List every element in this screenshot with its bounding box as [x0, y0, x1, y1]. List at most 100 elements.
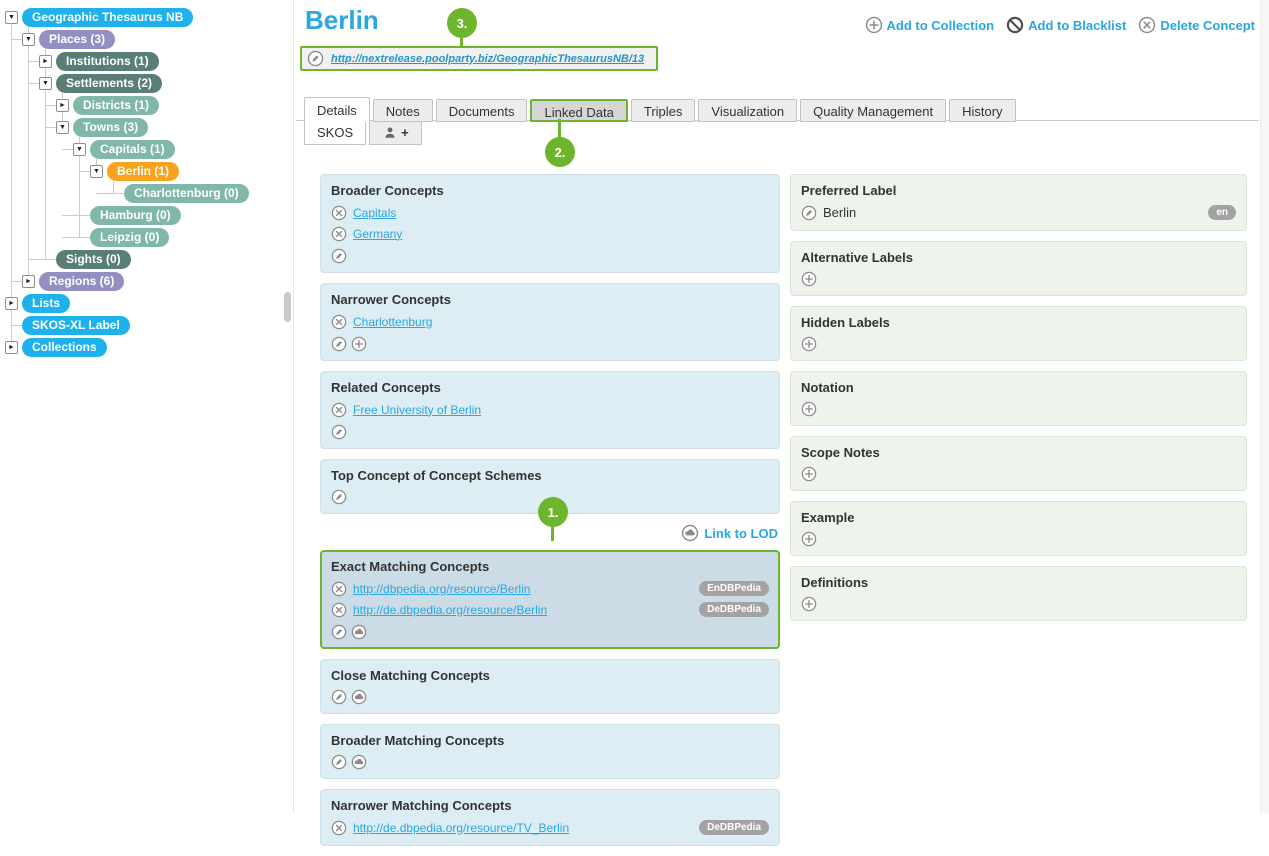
remove-x-icon[interactable] [331, 402, 347, 418]
tree-node-places-3[interactable]: Places (3) [39, 30, 116, 49]
concept-link[interactable]: http://de.dbpedia.org/resource/Berlin [353, 602, 548, 617]
remove-x-icon[interactable] [331, 820, 347, 836]
collapse-arrow-icon[interactable]: ▼ [90, 165, 103, 178]
tree-node-capitals-1[interactable]: Capitals (1) [90, 140, 175, 159]
lod-cloud-icon[interactable] [351, 624, 367, 640]
delete-concept-button[interactable]: Delete Concept [1138, 16, 1255, 34]
add-plus-icon[interactable] [801, 336, 817, 352]
box-title: Definitions [801, 575, 869, 590]
concept-uri-link[interactable]: http://nextrelease.poolparty.biz/Geograp… [331, 52, 645, 65]
box-title: Broader Concepts [331, 183, 444, 198]
tab-details[interactable]: Details [304, 97, 370, 122]
add-to-blacklist-button[interactable]: Add to Blacklist [1006, 16, 1126, 34]
tree-node-collections[interactable]: Collections [22, 338, 107, 357]
edit-pencil-icon[interactable] [331, 624, 347, 640]
add-plus-icon[interactable] [801, 531, 817, 547]
expand-arrow-icon[interactable]: ► [56, 99, 69, 112]
tree-row: Sights (0) [0, 250, 293, 269]
concept-link-row: Free University of Berlin [331, 399, 769, 420]
remove-x-icon[interactable] [331, 602, 347, 618]
add-to-collection-button[interactable]: Add to Collection [865, 16, 994, 34]
edit-pencil-icon[interactable] [331, 248, 347, 264]
edit-pencil-icon[interactable] [331, 689, 347, 705]
lod-cloud-icon[interactable] [351, 689, 367, 705]
tree-row: SKOS-XL Label [0, 316, 293, 335]
source-badge: DeDBPedia [699, 820, 769, 835]
box-title: Broader Matching Concepts [331, 733, 505, 748]
concept-link[interactable]: http://dbpedia.org/resource/Berlin [353, 581, 531, 596]
tab-visualization[interactable]: Visualization [698, 99, 798, 122]
edit-pencil-icon[interactable] [331, 489, 347, 505]
add-plus-icon[interactable] [351, 336, 367, 352]
add-plus-icon[interactable] [801, 401, 817, 417]
concept-link[interactable]: Charlottenburg [353, 314, 433, 329]
edit-pencil-icon[interactable] [331, 754, 347, 770]
concept-link[interactable]: Free University of Berlin [353, 402, 482, 417]
label-value: Berlin [823, 205, 857, 220]
tab-skos[interactable]: SKOS [304, 121, 367, 145]
add-plus-icon[interactable] [801, 596, 817, 612]
remove-x-icon[interactable] [331, 205, 347, 221]
expand-arrow-icon[interactable]: ► [5, 341, 18, 354]
add-plus-icon[interactable] [801, 271, 817, 287]
collapse-arrow-icon[interactable]: ▼ [22, 33, 35, 46]
tree-node-berlin-1[interactable]: Berlin (1) [107, 162, 180, 181]
tree-node-districts-1[interactable]: Districts (1) [73, 96, 160, 115]
remove-x-icon[interactable] [331, 314, 347, 330]
box-toolbar [801, 334, 1236, 353]
tree-node-towns-3[interactable]: Towns (3) [73, 118, 149, 137]
edit-pencil-icon[interactable] [801, 205, 817, 221]
expand-arrow-icon[interactable]: ► [39, 55, 52, 68]
tree-row: ▼ Geographic Thesaurus NB [0, 8, 293, 27]
tree-connector-line [28, 27, 29, 282]
tree-node-institutions-1[interactable]: Institutions (1) [56, 52, 159, 71]
tree-connector-line [11, 17, 12, 348]
tree-node-skos-xl-label[interactable]: SKOS-XL Label [22, 316, 130, 335]
tree-node-settlements-2[interactable]: Settlements (2) [56, 74, 163, 93]
tab-documents[interactable]: Documents [435, 99, 528, 122]
edit-pencil-icon[interactable] [331, 336, 347, 352]
concept-link[interactable]: Capitals [353, 205, 397, 220]
tab-linked-data[interactable]: Linked Data [530, 99, 628, 122]
annotation-stem [551, 524, 554, 541]
tree-row: Leipzig (0) [0, 228, 293, 247]
link-to-lod-button[interactable]: Link to LOD [320, 524, 778, 542]
add-plus-icon[interactable] [801, 466, 817, 482]
concept-link-row: http://dbpedia.org/resource/Berlin EnDBPe… [331, 578, 769, 599]
tree-node-lists[interactable]: Lists [22, 294, 71, 313]
box-hidden-labels: Hidden Labels [790, 306, 1247, 361]
add-schema-plus-label: + [401, 124, 409, 140]
action-label: Delete Concept [1160, 17, 1255, 33]
tree-row: ► Regions (6) [0, 272, 293, 291]
collapse-arrow-icon[interactable]: ▼ [73, 143, 86, 156]
tree-connector-line [79, 137, 80, 238]
tree-node-sights-0[interactable]: Sights (0) [56, 250, 131, 269]
tab-triples[interactable]: Triples [630, 99, 696, 122]
box-toolbar [801, 594, 1236, 613]
tab-quality-management[interactable]: Quality Management [800, 99, 947, 122]
tree-node-leipzig-0[interactable]: Leipzig (0) [90, 228, 170, 247]
concept-link[interactable]: Germany [353, 226, 403, 241]
tree-scrollbar-thumb[interactable] [284, 292, 291, 322]
tab-history[interactable]: History [949, 99, 1016, 122]
expand-arrow-icon[interactable]: ► [22, 275, 35, 288]
remove-x-icon[interactable] [331, 581, 347, 597]
tree-node-hamburg-0[interactable]: Hamburg (0) [90, 206, 181, 225]
remove-x-icon[interactable] [331, 226, 347, 242]
edit-pencil-icon[interactable] [331, 424, 347, 440]
tab-add-schema[interactable]: + [369, 121, 422, 145]
edit-pencil-icon[interactable] [307, 50, 324, 67]
main-scrollbar-track[interactable] [1260, 0, 1269, 813]
tree-node-charlottenburg-0[interactable]: Charlottenburg (0) [124, 184, 249, 203]
box-title: Related Concepts [331, 380, 441, 395]
concept-link[interactable]: http://de.dbpedia.org/resource/TV_Berlin [353, 820, 570, 835]
collapse-arrow-icon[interactable]: ▼ [39, 77, 52, 90]
tree-node-geographic-thesaurus-nb[interactable]: Geographic Thesaurus NB [22, 8, 194, 27]
expand-arrow-icon[interactable]: ► [5, 297, 18, 310]
collapse-arrow-icon[interactable]: ▼ [56, 121, 69, 134]
tree-node-regions-6[interactable]: Regions (6) [39, 272, 125, 291]
tab-notes[interactable]: Notes [372, 99, 433, 122]
collapse-arrow-icon[interactable]: ▼ [5, 11, 18, 24]
concept-link-row: Germany [331, 223, 769, 244]
lod-cloud-icon[interactable] [351, 754, 367, 770]
